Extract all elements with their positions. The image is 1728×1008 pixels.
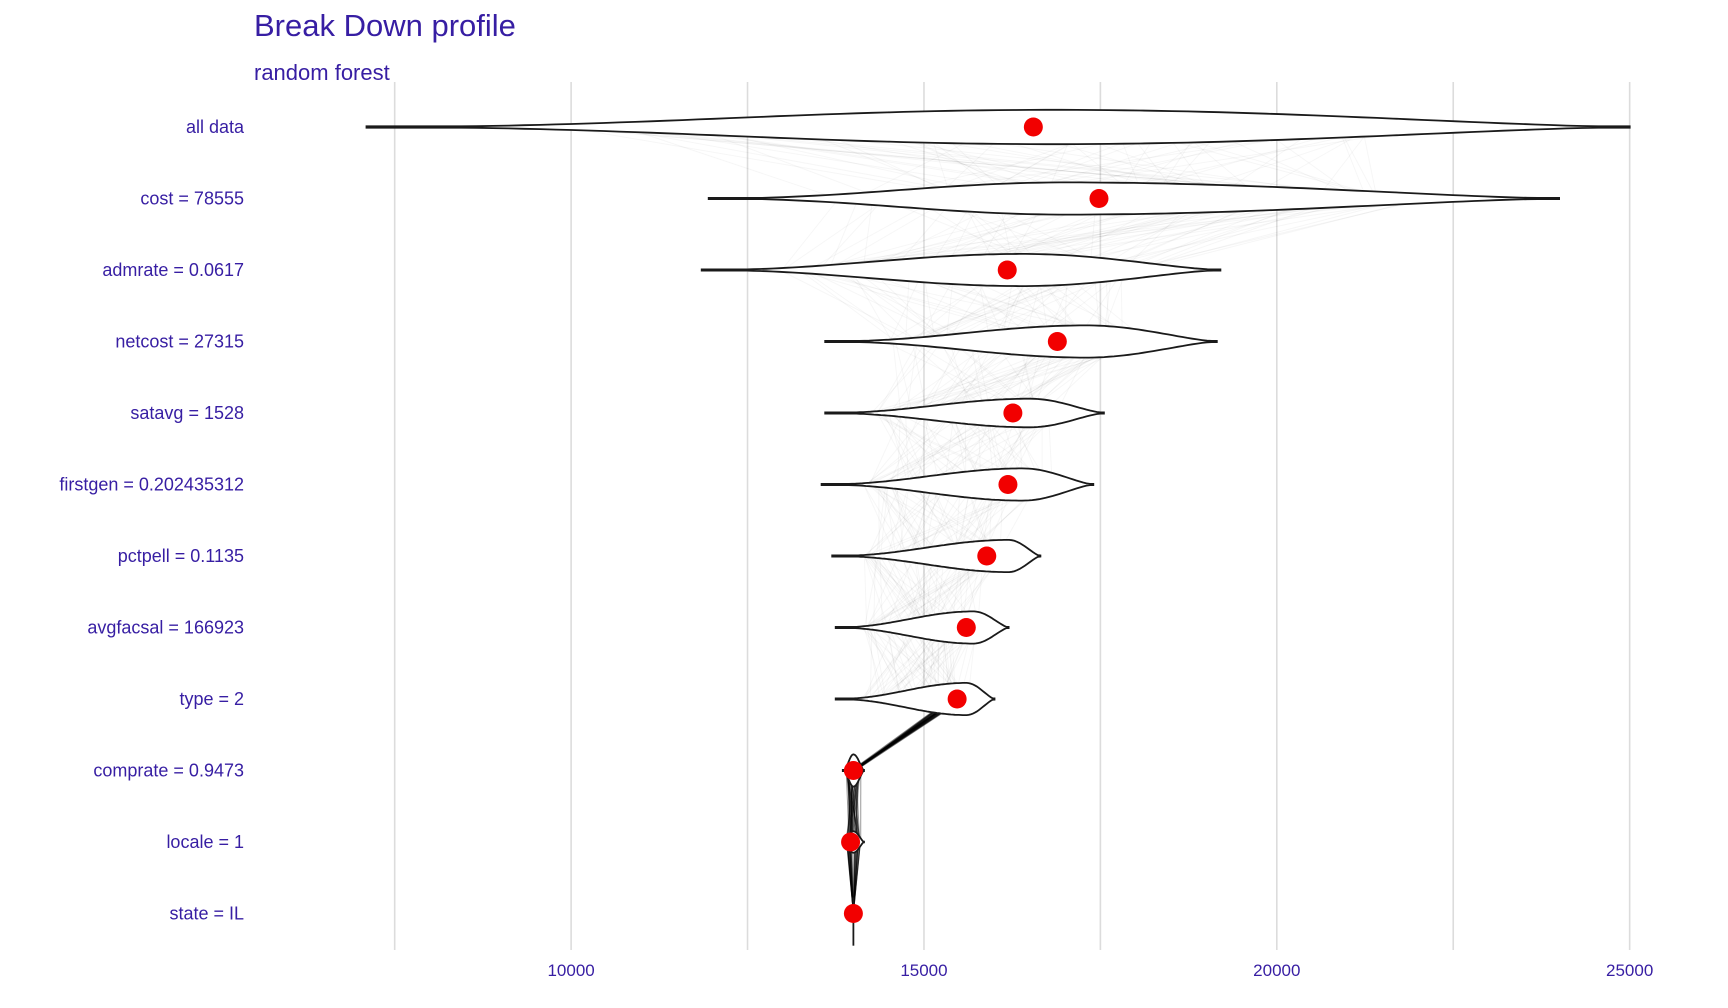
observation-path xyxy=(852,841,861,914)
observation-path xyxy=(847,841,854,914)
observation-path xyxy=(847,770,852,843)
category-label: state = IL xyxy=(169,904,244,924)
observation-path xyxy=(852,841,861,914)
category-label: pctpell = 0.1135 xyxy=(118,546,244,566)
observation-path xyxy=(893,342,901,414)
violin-5 xyxy=(820,467,1095,502)
category-label: all data xyxy=(186,117,245,137)
category-label: cost = 78555 xyxy=(140,189,244,209)
mean-point-2 xyxy=(997,260,1017,280)
x-tick-label: 15000 xyxy=(900,961,947,980)
chart-title: Break Down profile xyxy=(254,8,516,43)
mean-point-9 xyxy=(843,761,863,780)
observation-path xyxy=(846,841,854,914)
mean-point-6 xyxy=(977,546,997,566)
mean-point-10 xyxy=(841,832,861,852)
observation-path xyxy=(891,485,923,557)
observation-path xyxy=(846,841,854,914)
x-tick-label: 20000 xyxy=(1253,961,1300,980)
violin-2 xyxy=(700,252,1222,288)
mean-point-5 xyxy=(998,475,1018,494)
observation-path xyxy=(852,841,860,914)
mean-point-1 xyxy=(1089,189,1109,208)
observation-path xyxy=(852,841,860,914)
observation-path xyxy=(845,770,860,843)
violin-0 xyxy=(365,108,1631,146)
category-label: avgfacsal = 166923 xyxy=(87,618,244,638)
mean-point-7 xyxy=(956,618,976,637)
category-label: satavg = 1528 xyxy=(130,403,244,423)
observation-path xyxy=(845,770,856,843)
violins xyxy=(365,108,1631,946)
violin-3 xyxy=(824,324,1218,359)
observation-path xyxy=(845,841,854,914)
observation-path xyxy=(846,841,854,914)
gridlines xyxy=(393,82,1631,950)
observation-path xyxy=(854,770,861,843)
category-label: netcost = 27315 xyxy=(115,332,244,352)
category-label: type = 2 xyxy=(179,689,244,709)
violin-1 xyxy=(707,181,1560,216)
observation-path xyxy=(846,841,854,914)
observation-path xyxy=(852,841,862,914)
x-tick-label: 25000 xyxy=(1606,961,1653,980)
observation-path xyxy=(847,770,852,843)
x-tick-label: 10000 xyxy=(547,961,594,980)
category-label: locale = 1 xyxy=(166,832,244,852)
observation-path xyxy=(846,770,853,843)
observation-path xyxy=(846,841,854,914)
category-labels: all data cost = 78555 admrate = 0.0617 netc… xyxy=(59,117,245,924)
violin-7 xyxy=(834,610,1010,645)
violin-6 xyxy=(831,539,1042,573)
category-label: admrate = 0.0617 xyxy=(102,260,244,280)
observation-path xyxy=(848,770,850,843)
observation-path xyxy=(847,841,854,914)
observation-path xyxy=(864,556,866,628)
observation-paths xyxy=(782,199,964,914)
category-label: comprate = 0.9473 xyxy=(93,761,244,781)
mean-point-3 xyxy=(1047,332,1067,351)
mean-point-4 xyxy=(1003,403,1023,423)
observation-path xyxy=(845,770,850,843)
observation-path xyxy=(852,841,861,914)
mean-point-8 xyxy=(947,689,967,709)
mean-point-0 xyxy=(1023,117,1043,137)
category-label: firstgen = 0.202435312 xyxy=(59,475,244,495)
mean-points xyxy=(841,117,1109,923)
x-axis-ticks: 10000 15000 20000 25000 xyxy=(547,961,1653,980)
observation-path xyxy=(846,770,858,843)
observation-path xyxy=(782,199,839,271)
observation-path xyxy=(845,770,861,843)
mean-point-11 xyxy=(843,904,863,923)
chart-subtitle: random forest xyxy=(254,60,390,85)
violin-4 xyxy=(824,397,1105,429)
